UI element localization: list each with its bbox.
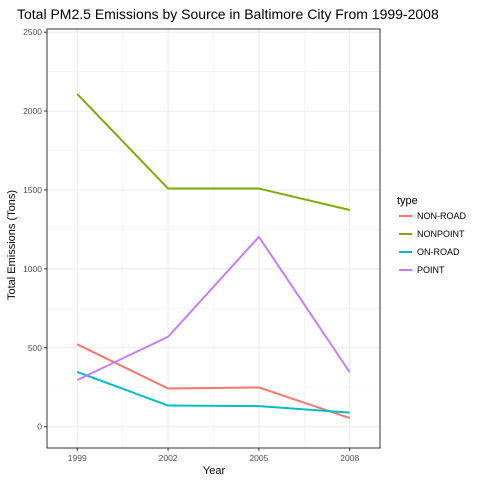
y-axis-title: Total Emissions (Tons) (6, 190, 18, 300)
x-tick-label: 2005 (249, 453, 268, 463)
chart-title: Total PM2.5 Emissions by Source in Balti… (17, 6, 439, 22)
series-lines (76, 93, 351, 419)
plot-panel-border (46, 28, 381, 449)
y-tick-label: 2500 (23, 27, 42, 37)
grid-minor (47, 29, 380, 448)
legend: type NON-ROAD NONPOINT ON-ROAD POINT (397, 195, 466, 279)
y-tick-label: 1500 (23, 185, 42, 195)
legend-label: NON-ROAD (417, 211, 466, 221)
y-tick-label: 0 (37, 422, 42, 432)
y-axis: 0 500 1000 1500 2000 2500 (23, 27, 47, 432)
x-axis: 1999 2002 2005 2008 (68, 448, 359, 463)
series-line-non-road (76, 343, 351, 419)
x-tick-label: 2002 (159, 453, 178, 463)
x-tick-label: 1999 (68, 453, 87, 463)
legend-title: type (397, 195, 418, 207)
x-tick-label: 2008 (340, 453, 359, 463)
y-tick-label: 2000 (23, 106, 42, 116)
series-line-on-road (76, 370, 350, 414)
x-axis-title: Year (203, 465, 226, 477)
legend-label: ON-ROAD (417, 247, 460, 257)
y-tick-label: 1000 (23, 264, 42, 274)
series-line-point (76, 235, 351, 381)
series-line-nonpoint (76, 93, 350, 211)
legend-label: POINT (417, 265, 445, 275)
legend-label: NONPOINT (417, 229, 465, 239)
y-tick-label: 500 (28, 343, 42, 353)
